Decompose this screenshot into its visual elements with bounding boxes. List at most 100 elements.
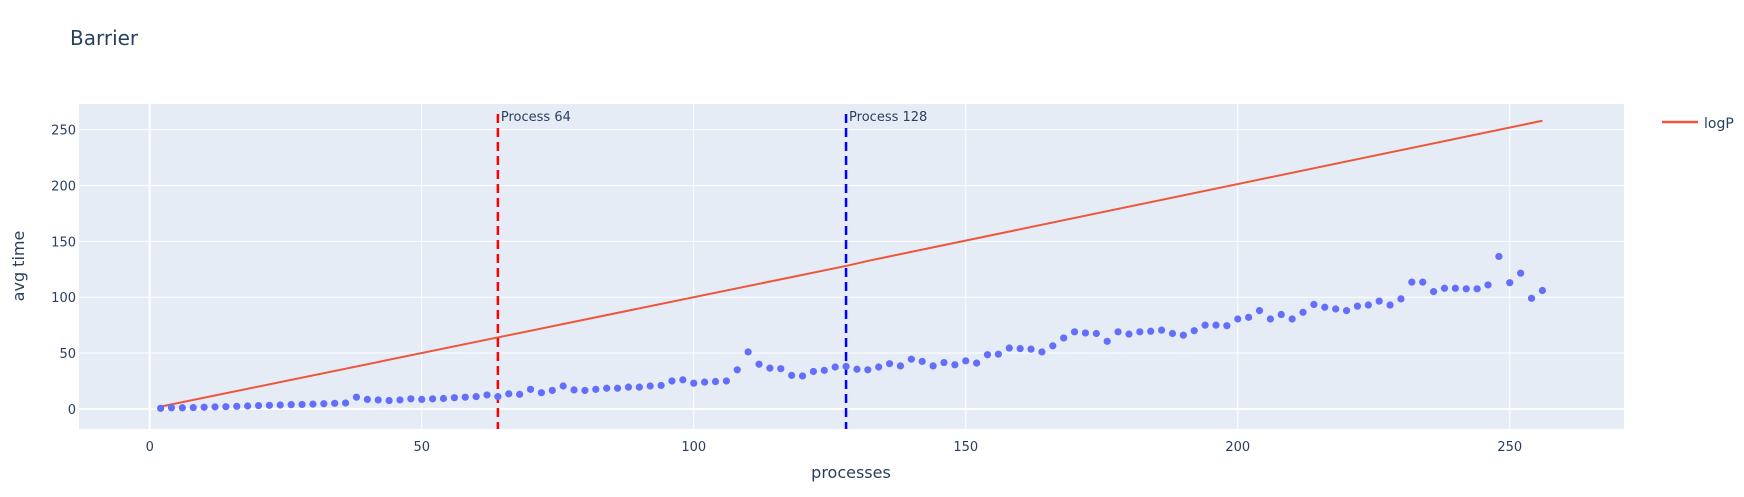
data-point (1060, 334, 1068, 342)
data-point (1375, 297, 1383, 305)
data-point (505, 390, 513, 398)
data-point (1234, 315, 1242, 323)
data-point (603, 384, 611, 392)
data-point (1223, 322, 1231, 330)
data-point (1114, 328, 1122, 336)
data-point (853, 365, 861, 373)
data-point (418, 395, 426, 404)
x-tick-label: 250 (1497, 440, 1522, 455)
y-axis-label: avg time (9, 231, 28, 302)
data-point (494, 393, 502, 401)
data-point (690, 379, 698, 387)
data-point (483, 391, 491, 399)
data-point (864, 366, 872, 374)
data-point (1397, 295, 1405, 303)
data-point (352, 393, 361, 401)
data-point (309, 400, 317, 408)
data-point (1255, 307, 1264, 315)
data-point (1364, 301, 1372, 309)
data-point (624, 383, 633, 391)
logP-line (160, 119, 1543, 408)
data-point (1081, 329, 1090, 337)
data-point (1299, 308, 1307, 316)
data-point (1288, 315, 1296, 323)
data-point (994, 350, 1002, 358)
data-point (657, 381, 665, 390)
data-point (178, 404, 186, 412)
data-point (450, 394, 458, 402)
y-tick-label: 0 (68, 403, 76, 418)
data-point (711, 377, 720, 386)
data-point (940, 358, 948, 367)
data-point (896, 362, 905, 370)
data-point (1429, 288, 1438, 296)
data-point (341, 399, 350, 407)
y-tick-label: 150 (51, 235, 76, 250)
data-point (1190, 327, 1198, 335)
data-point (429, 395, 437, 403)
data-point (1179, 331, 1187, 339)
data-point (265, 401, 274, 409)
data-point (668, 377, 676, 385)
data-point (755, 360, 763, 368)
data-point (831, 363, 839, 371)
data-point (570, 386, 578, 394)
data-point (983, 351, 992, 359)
data-point (744, 348, 752, 356)
data-point (320, 400, 328, 408)
data-point (1147, 327, 1155, 335)
data-point (1049, 342, 1057, 350)
x-tick-label: 0 (146, 440, 154, 455)
data-point (1245, 313, 1253, 321)
data-point (1168, 329, 1177, 338)
data-point (363, 395, 371, 404)
data-point (1103, 337, 1111, 345)
x-tick-label: 150 (953, 440, 978, 455)
data-point (1005, 344, 1013, 352)
data-point (222, 403, 230, 411)
data-point (1277, 310, 1285, 319)
data-point (472, 393, 480, 401)
data-point (1092, 329, 1100, 338)
data-point (516, 390, 524, 398)
data-point (439, 394, 448, 403)
x-axis-label: processes (811, 463, 891, 482)
data-point (1266, 315, 1274, 323)
data-point (1016, 344, 1024, 353)
data-point (200, 403, 208, 411)
data-point (276, 401, 284, 409)
data-point (918, 357, 926, 366)
data-point (167, 404, 176, 412)
data-point (962, 357, 970, 365)
data-point (766, 364, 774, 372)
x-tick-label: 50 (413, 440, 430, 455)
data-point (679, 376, 687, 384)
data-point (1386, 301, 1394, 309)
grid-lines (79, 104, 1624, 429)
data-point (875, 363, 883, 371)
data-point (701, 378, 709, 386)
data-point (1136, 328, 1144, 336)
x-tick-label: 100 (681, 440, 706, 455)
vline-label-process-128: Process 128 (849, 110, 927, 125)
vertical-markers: Process 64 Process 128 (496, 110, 927, 429)
data-point (298, 400, 306, 409)
data-point (885, 360, 894, 368)
data-point (287, 401, 295, 409)
data-point (461, 393, 469, 401)
data-point (1538, 286, 1546, 295)
data-point (1310, 300, 1318, 309)
data-point (951, 361, 959, 369)
data-point (1201, 321, 1209, 329)
data-point (331, 399, 339, 407)
data-point (907, 355, 915, 363)
legend[interactable]: logP (1662, 116, 1734, 132)
data-point (788, 371, 796, 379)
legend-label-logP: logP (1704, 116, 1734, 132)
data-point (157, 404, 165, 412)
data-point (613, 384, 622, 392)
series-lines (160, 119, 1543, 408)
data-point (1440, 284, 1449, 292)
data-point (592, 385, 600, 393)
data-point (1451, 284, 1459, 292)
